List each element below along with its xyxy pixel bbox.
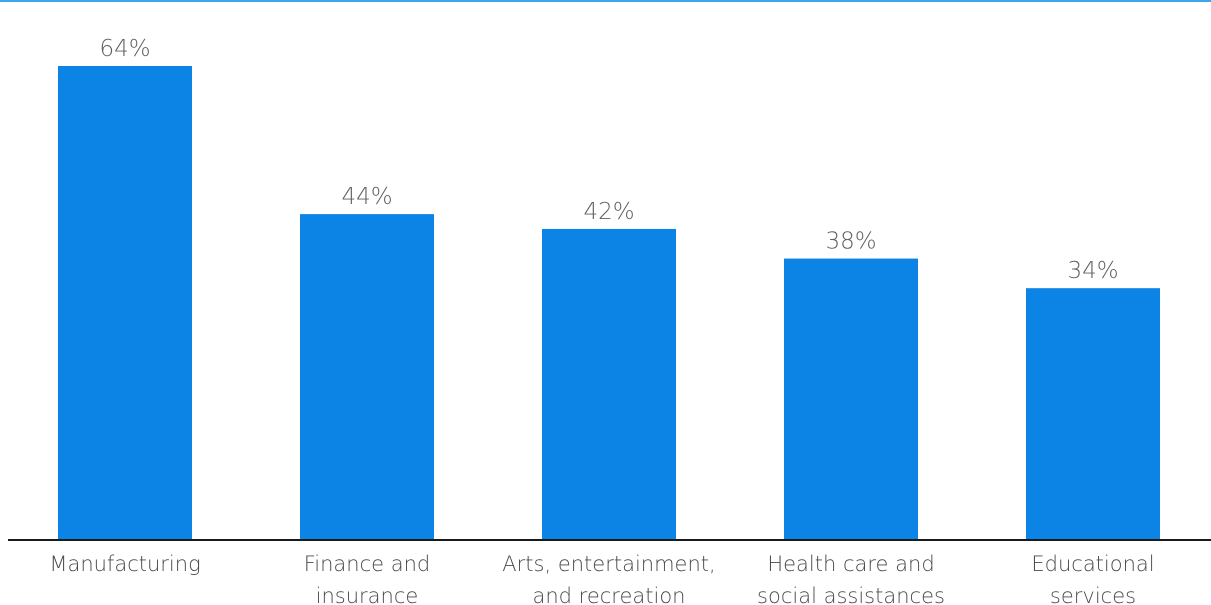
bar-value-label-2: 44% bbox=[341, 184, 392, 210]
bar-value-label-5: 34% bbox=[1067, 258, 1118, 284]
bar-value-label-1: 64% bbox=[99, 36, 150, 62]
category-label-line: and recreation bbox=[532, 584, 685, 605]
category-label-1: Manufacturing bbox=[49, 552, 200, 576]
category-label-line: Arts, entertainment, bbox=[502, 552, 715, 576]
bar-value-label-4: 38% bbox=[825, 229, 876, 255]
category-label-5: Educational services bbox=[1031, 552, 1154, 605]
bar-2 bbox=[300, 214, 434, 540]
category-label-line: insurance bbox=[316, 584, 419, 605]
category-label-2: Finance and insurance bbox=[304, 552, 431, 605]
bar-1 bbox=[58, 66, 192, 540]
bar-4 bbox=[784, 258, 918, 540]
category-label-line: Manufacturing bbox=[49, 552, 200, 576]
bar-3 bbox=[542, 228, 676, 540]
category-label-line: Finance and bbox=[304, 552, 431, 576]
category-label-line: services bbox=[1050, 584, 1136, 605]
category-label-line: social assistances bbox=[757, 584, 945, 605]
category-label-3: Arts, entertainment, and recreation bbox=[502, 552, 715, 605]
bars-layer bbox=[58, 66, 1160, 540]
bar-5 bbox=[1026, 288, 1160, 540]
category-label-line: Health care and bbox=[767, 552, 934, 576]
value-labels-layer: 64% 44% 42% 38% 34% bbox=[99, 36, 1118, 284]
category-label-line: Educational bbox=[1031, 552, 1154, 576]
category-labels-layer: Manufacturing Finance and insurance Arts, e… bbox=[49, 552, 1154, 605]
bar-value-label-3: 42% bbox=[583, 199, 634, 225]
category-label-4: Health care and social assistances bbox=[757, 552, 945, 605]
